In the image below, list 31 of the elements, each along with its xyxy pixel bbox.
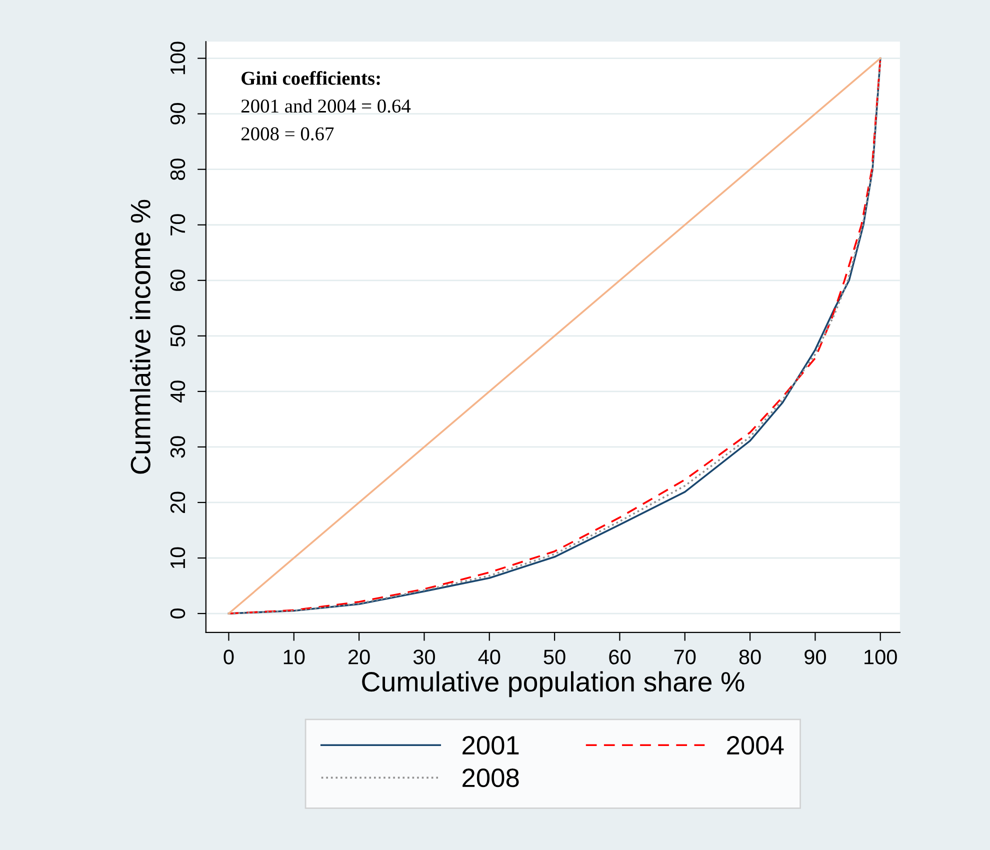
y-tick-label: 80 — [170, 158, 186, 180]
legend-label: 2001 — [462, 736, 519, 755]
y-tick-label: 100 — [170, 42, 186, 74]
y-tick-label: 20 — [170, 492, 186, 514]
y-tick-label: 0 — [170, 608, 186, 618]
x-tick-label: 80 — [739, 650, 761, 664]
y-tick-label: 70 — [170, 214, 186, 236]
y-tick-label: 90 — [170, 103, 186, 124]
annotation: Gini coefficients: — [242, 70, 380, 85]
x-tick-label: 0 — [224, 650, 234, 664]
x-tick-label: 90 — [804, 650, 826, 664]
y-tick-label: 30 — [170, 436, 186, 458]
legend-label: 2008 — [462, 768, 519, 788]
x-tick-label: 30 — [413, 650, 435, 664]
y-axis-title: Cummlative income % — [130, 200, 150, 474]
x-tick-label: 10 — [284, 650, 305, 664]
annotation: 2008 = 0.67 — [241, 127, 334, 140]
y-tick-label: 10 — [170, 547, 186, 568]
y-tick-label: 40 — [170, 380, 186, 403]
x-axis-title: Cumulative population share % — [362, 671, 744, 698]
x-tick-label: 60 — [609, 650, 630, 664]
annotation: 2001 and 2004 = 0.64 — [241, 98, 411, 113]
x-tick-label: 100 — [864, 650, 897, 664]
x-tick-label: 40 — [478, 650, 500, 664]
x-tick-label: 70 — [674, 650, 696, 664]
line-series — [228, 57, 882, 614]
y-tick-label: 50 — [170, 325, 186, 347]
x-tick-label: 20 — [348, 650, 370, 664]
x-tick-label: 50 — [544, 650, 566, 664]
legend-label: 2004 — [727, 736, 784, 755]
y-tick-label: 60 — [170, 270, 186, 291]
